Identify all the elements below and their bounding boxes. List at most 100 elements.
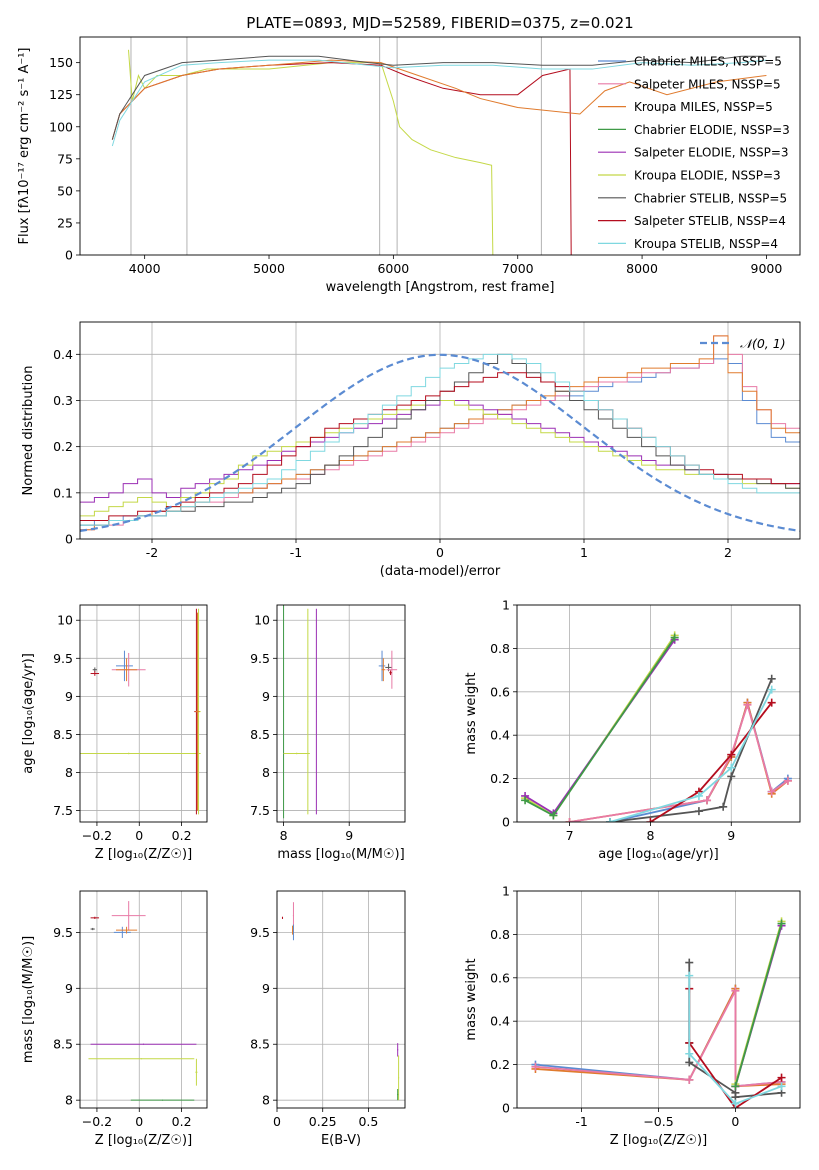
x-tick-label: 2: [724, 545, 732, 560]
marker-salpeter_stelib: [727, 750, 736, 759]
x-axis-label: E(B-V): [321, 1133, 361, 1148]
y-tick-label: 8: [65, 765, 73, 780]
y-tick-label: 8: [262, 765, 270, 780]
x-tick-label: 7000: [502, 261, 534, 276]
marker-chabrier_elodie: [670, 633, 679, 642]
marker-kroupa_stelib: [694, 791, 703, 800]
y-tick-label: 8.5: [250, 1037, 270, 1052]
x-tick-label: 0: [273, 1114, 281, 1129]
y-tick-label: 10: [254, 613, 270, 628]
marker-salpeter_miles: [731, 986, 740, 995]
x-tick-label: 8: [646, 828, 654, 843]
x-axis-label: Z [log₁₀(Z/Z☉)]: [95, 847, 192, 862]
figure-title: PLATE=0893, MJD=52589, FIBERID=0375, z=0…: [246, 14, 633, 32]
marker-chabrier_stelib: [767, 674, 776, 683]
axes-frame: [276, 604, 406, 823]
y-tick-label: 0.1: [53, 485, 73, 500]
x-tick-label: 8000: [626, 261, 658, 276]
marker-salpeter_miles: [531, 1062, 540, 1071]
marker-chabrier_stelib: [685, 958, 694, 967]
axes-frame: [516, 604, 801, 823]
legend-label-kroupa_elodie: Kroupa ELODIE, NSSP=3: [634, 169, 781, 183]
series-chabrier_elodie: [524, 637, 676, 817]
marker-kroupa_stelib: [777, 1082, 786, 1091]
y-tick-label: 8: [65, 1093, 73, 1108]
series-salpeter_stelib: [111, 62, 572, 255]
series-salpeter_elodie: [524, 639, 676, 815]
marker-salpeter_stelib: [767, 698, 776, 707]
y-tick-label: 50: [57, 183, 73, 198]
x-tick-label: 0: [135, 1114, 143, 1129]
y-axis-label: mass [log₁₀(M/M☉)]: [21, 936, 36, 1063]
marker-chabrier_elodie: [521, 796, 530, 805]
y-tick-label: 9.5: [53, 651, 73, 666]
mass-vs-ebv-plot: [281, 902, 400, 1101]
x-tick-label: 9: [345, 828, 353, 843]
y-axis-label: Normed distribution: [21, 366, 36, 496]
y-tick-label: 0: [502, 815, 510, 830]
marker-kroupa_stelib: [605, 818, 614, 822]
plot-area: 4000 5000 6000 7000 8000 90000255075100125150…: [17, 36, 801, 1148]
y-tick-label: 0.6: [490, 970, 510, 985]
marker-kroupa_stelib: [727, 763, 736, 772]
legend-label-kroupa_miles: Kroupa MILES, NSSP=5: [634, 100, 773, 114]
y-tick-label: 8.5: [53, 727, 73, 742]
marker-kroupa_stelib: [767, 685, 776, 694]
y-tick-label: 0.4: [490, 1014, 510, 1029]
spectrum-axes: 4000 5000 6000 7000 8000 9000 0 25 50 75 100 125 150…: [17, 48, 782, 296]
series-chabrier_miles: [609, 699, 789, 822]
y-tick-label: 75: [57, 151, 73, 166]
massweight-vs-age-plot: [521, 631, 792, 822]
x-tick-label: −0.2: [82, 1114, 112, 1129]
y-tick-label: 0.8: [490, 641, 510, 656]
series-chabrier_elodie: [734, 923, 783, 1087]
marker-kroupa_stelib: [685, 1049, 694, 1058]
axes-frame: [79, 321, 801, 540]
x-axis-label: Z [log₁₀(Z/Z☉)]: [610, 1133, 707, 1148]
x-tick-label: 0: [436, 545, 444, 560]
y-tick-label: 9.5: [250, 651, 270, 666]
y-tick-label: 0.8: [490, 927, 510, 942]
axes-frame: [79, 890, 208, 1109]
marker-chabrier_stelib: [719, 802, 728, 811]
mass-vs-z-plot: [88, 901, 198, 1101]
x-tick-label: −0.5: [643, 1114, 673, 1129]
marker-salpeter_miles: [767, 787, 776, 796]
y-tick-label: 0: [65, 532, 73, 547]
mass-vs-z-axes: −0.2 0 0.2 8 8.5 9 9.5 Z [log₁₀(Z/Z☉)] mass [log…: [21, 891, 207, 1148]
series-kroupa_stelib: [609, 689, 773, 822]
axes-frame: [276, 890, 406, 1109]
series-kroupa_elodie: [524, 634, 676, 817]
residuals-plot: [80, 335, 800, 532]
y-tick-label: 0: [502, 1101, 510, 1116]
marker-salpeter_stelib: [646, 818, 655, 822]
legend-label-chabrier_elodie: Chabrier ELODIE, NSSP=3: [634, 123, 790, 137]
residuals-axes: -2 -1 0 1 2 0 0.1 0.2 0.3 0.4 (data-model)/error No…: [21, 322, 800, 579]
y-tick-label: 0.2: [53, 439, 73, 454]
axes-frame: [79, 36, 801, 256]
histogram-kroupa_stelib: [80, 353, 800, 526]
y-axis-label: Flux [fλ10⁻¹⁷ erg cm⁻² s⁻¹ A⁻¹]: [17, 48, 32, 245]
marker-kroupa_stelib: [731, 1099, 740, 1108]
x-tick-label: 4000: [129, 261, 161, 276]
y-tick-label: 0.4: [490, 728, 510, 743]
x-axis-label: Z [log₁₀(Z/Z☉)]: [95, 1133, 192, 1148]
x-tick-label: 6000: [377, 261, 409, 276]
y-tick-label: 0.3: [53, 393, 73, 408]
y-tick-label: 0.4: [53, 347, 73, 362]
x-tick-label: 9: [727, 828, 735, 843]
series-kroupa_stelib: [688, 975, 782, 1105]
y-tick-label: 150: [49, 55, 73, 70]
y-axis-label: mass weight: [464, 672, 479, 754]
legend-label-normal: 𝒩(0, 1): [740, 336, 786, 351]
x-tick-label: 0.2: [172, 828, 192, 843]
y-tick-label: 125: [49, 87, 73, 102]
normal-curve: [80, 353, 800, 532]
y-tick-label: 0.2: [490, 1057, 510, 1072]
age-vs-z-plot: [80, 608, 201, 815]
marker-salpeter_miles: [565, 818, 574, 822]
series-kroupa_miles: [111, 59, 767, 140]
x-axis-label: wavelength [Angstrom, rest frame]: [326, 280, 555, 295]
marker-chabrier_stelib: [685, 1058, 694, 1067]
legend-label-salpeter_elodie: Salpeter ELODIE, NSSP=3: [634, 146, 789, 160]
